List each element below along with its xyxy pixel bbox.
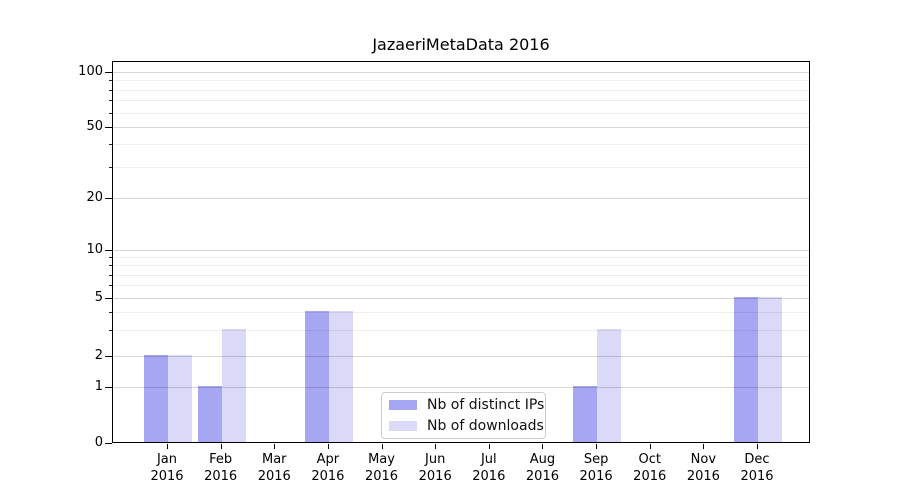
- y-tick-minor-80: [109, 89, 112, 91]
- bar-downloads-dec: [758, 297, 782, 442]
- bar-downloads-sep: [597, 329, 622, 442]
- x-tick-jan: [167, 444, 168, 449]
- legend-label: Nb of downloads: [427, 418, 544, 434]
- x-tick-label-apr: Apr 2016: [311, 452, 345, 484]
- bar-downloads-feb: [221, 329, 246, 442]
- y-tick-20: [105, 198, 112, 199]
- y-tick-1: [105, 387, 112, 388]
- distinct-ips-swatch-icon: [389, 400, 417, 410]
- legend-label: Nb of distinct IPs: [427, 397, 545, 413]
- y-tick-2: [105, 356, 112, 357]
- y-tick-10: [105, 250, 112, 251]
- x-tick-label-jul: Jul 2016: [472, 452, 506, 484]
- y-tick-label-2: 2: [94, 348, 103, 363]
- x-tick-label-aug: Aug 2016: [525, 452, 559, 484]
- bar-downloads-jan: [168, 355, 192, 442]
- y-tick-label-50: 50: [86, 119, 103, 134]
- bar-distinct-ips-sep: [573, 386, 598, 442]
- bars-layer: [113, 62, 809, 442]
- x-tick-jul: [488, 444, 490, 449]
- x-tick-label-mar: Mar 2016: [257, 452, 291, 484]
- x-tick-oct: [649, 444, 651, 449]
- bar-distinct-ips-feb: [197, 386, 222, 442]
- x-tick-sep: [596, 444, 598, 449]
- plot-area: Nb of distinct IPs Nb of downloads: [112, 61, 810, 443]
- x-tick-aug: [542, 444, 544, 449]
- y-tick-minor-9: [109, 257, 112, 259]
- y-tick-minor-70: [109, 100, 112, 102]
- y-tick-minor-90: [109, 80, 112, 82]
- x-tick-may: [381, 444, 383, 449]
- y-tick-minor-30: [109, 166, 112, 168]
- x-tick-feb: [220, 444, 222, 449]
- y-tick-label-0: 0: [94, 435, 103, 450]
- x-tick-mar: [274, 444, 276, 449]
- y-tick-label-20: 20: [86, 190, 103, 205]
- bar-distinct-ips-apr: [304, 311, 329, 442]
- downloads-swatch-icon: [389, 421, 417, 431]
- legend-item-distinct-ips: Nb of distinct IPs: [389, 396, 544, 414]
- y-tick-minor-7: [109, 274, 112, 276]
- legend: Nb of distinct IPs Nb of downloads: [381, 392, 546, 439]
- x-tick-label-jun: Jun 2016: [418, 452, 452, 484]
- x-tick-label-oct: Oct 2016: [633, 452, 667, 484]
- y-tick-label-100: 100: [78, 64, 103, 79]
- y-tick-5: [105, 298, 112, 299]
- y-tick-minor-60: [109, 112, 112, 114]
- y-tick-label-10: 10: [86, 242, 103, 257]
- bar-distinct-ips-dec: [734, 297, 758, 442]
- bar-downloads-apr: [328, 311, 353, 442]
- y-tick-50: [105, 127, 112, 128]
- x-tick-label-sep: Sep 2016: [579, 452, 613, 484]
- x-tick-label-feb: Feb 2016: [204, 452, 238, 484]
- y-tick-label-1: 1: [94, 379, 103, 394]
- y-tick-0: [105, 443, 112, 444]
- y-tick-100: [105, 72, 112, 73]
- y-tick-minor-3: [109, 330, 112, 332]
- x-tick-label-jan: Jan 2016: [150, 452, 184, 484]
- y-tick-minor-40: [109, 144, 112, 146]
- legend-item-downloads: Nb of downloads: [389, 417, 544, 435]
- x-tick-label-nov: Nov 2016: [686, 452, 720, 484]
- y-tick-label-5: 5: [94, 290, 103, 305]
- x-tick-jun: [435, 444, 437, 449]
- x-tick-apr: [327, 444, 329, 449]
- chart-title: JazaeriMetaData 2016: [372, 35, 550, 54]
- y-tick-minor-6: [109, 285, 112, 287]
- y-tick-minor-8: [109, 265, 112, 267]
- x-tick-nov: [703, 444, 705, 449]
- bar-distinct-ips-jan: [144, 355, 168, 442]
- x-tick-label-dec: Dec 2016: [740, 452, 774, 484]
- x-tick-dec: [757, 444, 758, 449]
- x-tick-label-may: May 2016: [364, 452, 399, 484]
- y-tick-minor-4: [109, 312, 112, 314]
